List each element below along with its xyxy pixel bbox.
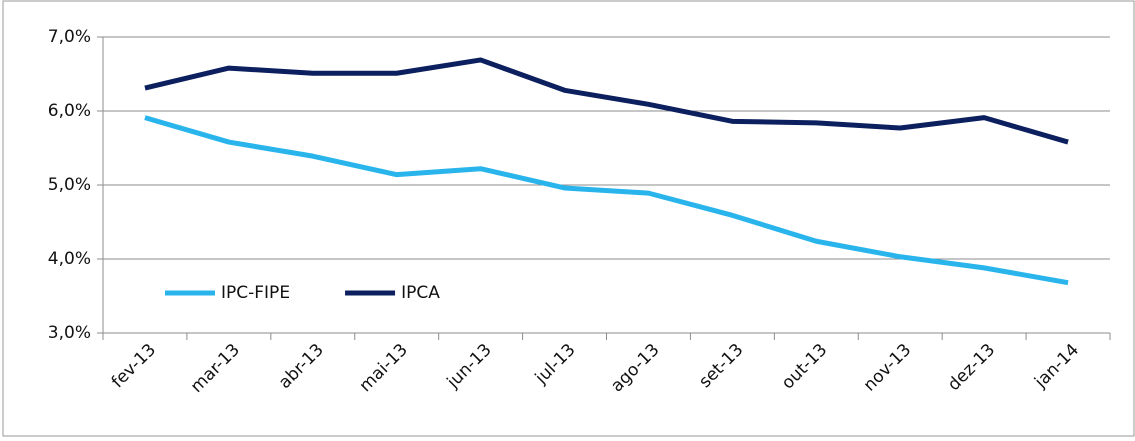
x-tick-label: mar-13 (187, 340, 244, 397)
x-tick-label: fev-13 (108, 340, 160, 392)
legend-label: IPCA (401, 283, 440, 303)
legend-label: IPC-FIPE (221, 283, 290, 303)
x-tick-label: out-13 (778, 340, 831, 393)
x-tick-label: ago-13 (607, 340, 663, 396)
series-line (144, 115, 1069, 286)
x-tick-label: nov-13 (860, 340, 916, 396)
y-tick-label: 5,0% (48, 175, 91, 195)
x-tick-label: abr-13 (275, 340, 328, 393)
x-tick-label: jan-14 (1030, 340, 1083, 393)
y-tick-label: 7,0% (48, 27, 91, 47)
y-tick-label: 6,0% (48, 101, 91, 121)
y-tick-label: 4,0% (48, 249, 91, 269)
x-tick-label: jun-13 (443, 340, 496, 393)
x-tick-label: dez-13 (944, 340, 999, 395)
series-line (144, 57, 1069, 145)
x-tick-label: set-13 (695, 340, 747, 392)
x-tick-label: mai-13 (356, 340, 412, 396)
y-tick-label: 3,0% (48, 323, 91, 343)
x-tick-label: jul-13 (531, 340, 580, 389)
